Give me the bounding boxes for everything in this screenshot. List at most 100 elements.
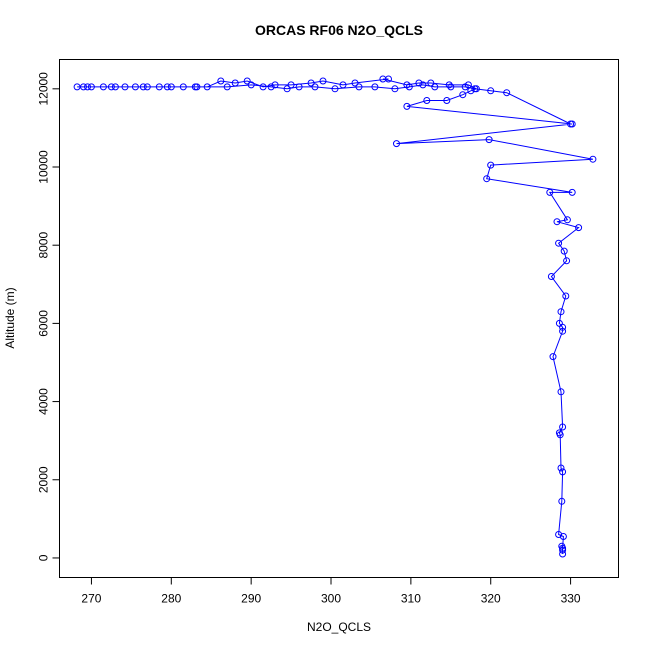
y-tick-label: 0 [37,554,51,561]
data-point [405,83,413,91]
data-point [107,83,115,91]
y-tick-label: 6000 [37,310,51,337]
data-point [243,77,251,85]
data-point [121,83,129,91]
data-point [203,83,211,91]
data-point [568,188,576,196]
x-tick-label: 310 [401,592,421,606]
data-point [155,83,163,91]
data-point [111,83,119,91]
data-point [385,75,392,83]
data-point [179,83,187,91]
data-point [419,81,427,89]
data-point [557,308,565,316]
data-point [431,83,439,91]
data-point [447,83,455,91]
data-point [443,97,451,104]
data-point [311,83,319,91]
data-point [427,79,435,87]
y-tick-label: 8000 [37,232,51,259]
x-tick-label: 280 [161,592,181,606]
data-point [423,97,431,104]
data-point [223,83,231,91]
data-point [87,83,95,91]
data-point [73,83,81,91]
data-point [231,79,239,87]
x-tick-label: 290 [241,592,261,606]
data-point [547,273,555,280]
data-point [445,81,453,89]
data-point [351,79,359,87]
data-point [267,83,275,91]
data-point [487,87,495,95]
data-point [471,85,479,93]
data-point [555,531,563,538]
data-point [307,79,315,87]
data-point [560,247,568,255]
data-point [393,140,400,148]
data-point [287,81,295,89]
data-point [459,91,467,99]
data-point [559,544,567,552]
x-tick-label: 300 [321,592,341,606]
y-tick-label: 12000 [37,72,51,106]
data-point [84,83,91,91]
data-point [557,388,565,396]
data-point [559,327,567,335]
data-point [139,83,147,91]
x-tick-label: 320 [481,592,501,606]
data-point [331,85,339,93]
data-point [563,257,571,265]
data-point [355,83,363,91]
data-point [487,161,495,169]
data-point [558,497,566,505]
y-tick-label: 4000 [37,388,51,415]
y-tick-label: 2000 [37,466,51,493]
data-point [503,89,511,97]
data-point [131,83,139,91]
data-point [567,120,575,128]
data-point [403,102,411,110]
x-tick-label: 270 [81,592,101,606]
data-point [589,155,597,163]
y-axis-label: Altitude (m) [3,287,17,348]
data-point [549,353,557,361]
series-group [73,75,597,558]
data-point [259,83,267,91]
plot-frame [59,59,619,578]
data-point [391,85,399,93]
data-point [562,292,570,300]
data-point [559,423,567,431]
data-point [271,81,279,89]
x-axis-label: N2O_QCLS [307,620,371,634]
data-point [461,83,469,91]
data-point [559,468,567,476]
data-point [163,83,171,91]
x-tick-label: 330 [561,592,581,606]
y-tick-label: 10000 [37,150,51,184]
chart-title: ORCAS RF06 N2O_QCLS [255,22,423,38]
data-point [339,81,347,89]
data-point [575,224,583,232]
y-axis: 0 2000 4000 6000 8000 10000 12000 [37,72,60,561]
data-point [485,136,493,144]
data-point [483,175,491,183]
data-point [283,85,291,93]
series-line [77,78,593,554]
data-point [191,83,199,91]
data-point [99,83,107,91]
data-point [555,429,563,437]
data-point [143,83,151,91]
data-point [371,83,379,91]
data-point [555,239,563,247]
x-axis: 270 280 290 300 310 320 330 [81,577,581,606]
data-point [319,77,327,85]
data-point [563,216,571,224]
data-point [217,77,225,85]
data-point [247,81,255,89]
data-point [415,79,423,87]
data-point [553,218,561,226]
data-point [557,464,565,472]
